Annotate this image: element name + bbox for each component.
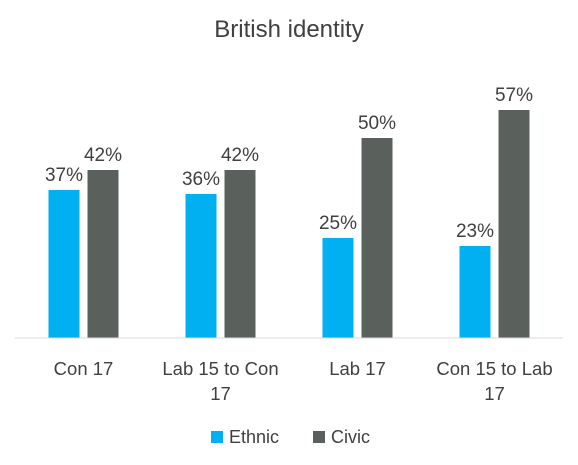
- data-label-civic-0: 42%: [84, 145, 122, 166]
- category-label-1-line-0: Lab 15 to Con: [162, 358, 278, 379]
- bar-ethnic-3: [459, 246, 491, 338]
- bar-ethnic-2: [322, 238, 354, 338]
- bar-civic-0: [87, 170, 119, 338]
- bar-civic-3: [498, 110, 530, 338]
- bars-group: [48, 110, 530, 338]
- data-label-ethnic-1: 36%: [182, 169, 220, 190]
- category-label-0-line-0: Con 17: [54, 358, 114, 379]
- bar-ethnic-1: [185, 194, 217, 338]
- category-label-3-line-1: 17: [484, 383, 505, 404]
- legend-label-civic: Civic: [331, 427, 370, 447]
- legend-swatch-civic: [313, 431, 325, 443]
- data-label-ethnic-2: 25%: [319, 213, 357, 234]
- bar-civic-1: [224, 170, 256, 338]
- data-label-ethnic-3: 23%: [456, 221, 494, 242]
- data-label-civic-2: 50%: [358, 113, 396, 134]
- legend-swatch-ethnic: [211, 431, 223, 443]
- legend: Ethnic Civic: [211, 427, 370, 447]
- bar-ethnic-0: [48, 190, 80, 338]
- data-label-civic-3: 57%: [495, 85, 533, 106]
- data-label-civic-1: 42%: [221, 145, 259, 166]
- category-label-3-line-0: Con 15 to Lab: [436, 358, 552, 379]
- bar-civic-2: [361, 138, 393, 338]
- legend-label-ethnic: Ethnic: [229, 427, 279, 447]
- category-labels-group: Con 17 Lab 15 to Con 17 Lab 17 Con 15 to Lab…: [54, 358, 553, 404]
- category-label-1-line-1: 17: [210, 383, 231, 404]
- category-label-2-line-0: Lab 17: [329, 358, 386, 379]
- data-labels-group: 37%42%36%42%25%50%23%57%: [45, 85, 533, 242]
- data-label-ethnic-0: 37%: [45, 165, 83, 186]
- chart-title: British identity: [214, 16, 363, 43]
